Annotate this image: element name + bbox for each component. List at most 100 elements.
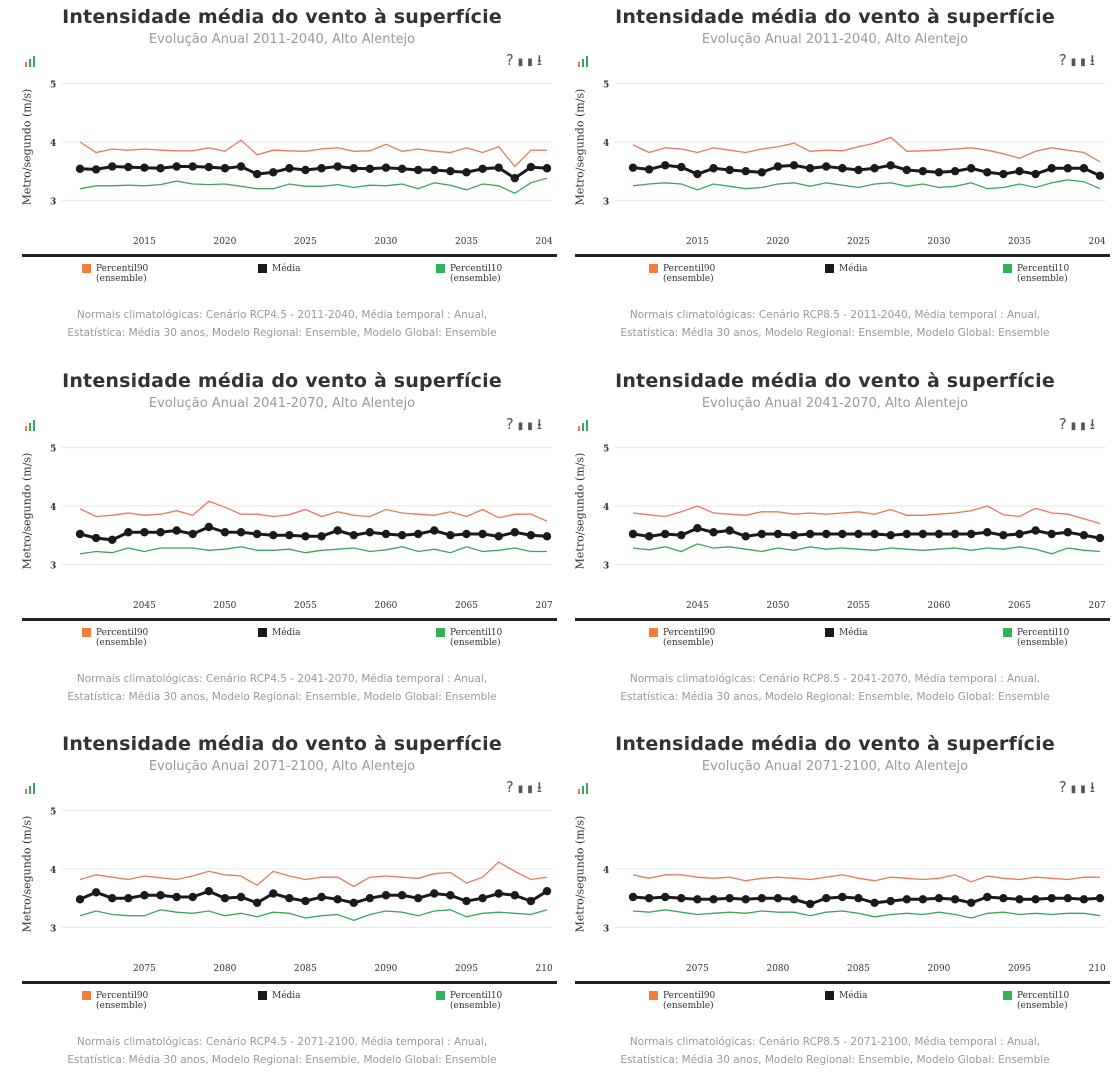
series-line-p90 <box>632 136 1101 163</box>
x-tick-label: 2085 <box>294 964 317 974</box>
chart-footer: Normais climatológicas: Cenário RCP8.5 -… <box>620 1036 1050 1066</box>
data-point-mean <box>204 522 214 532</box>
chart-toolbar: ?▮▮⭳ <box>506 50 546 75</box>
x-tick-label: 2020 <box>213 237 236 247</box>
data-point-mean <box>757 529 767 539</box>
legend-mean-swatch <box>258 264 267 273</box>
help-icon[interactable]: ? <box>505 51 518 69</box>
legend-p90[interactable]: Percentil90 (ensemble) <box>82 991 148 1011</box>
data-point-mean <box>365 893 375 903</box>
data-point-mean <box>285 530 294 540</box>
legend-p10-swatch <box>1003 991 1012 1000</box>
data-point-mean <box>725 893 734 903</box>
data-point-mean <box>789 530 799 540</box>
download-icon[interactable]: ⭳ <box>536 51 546 69</box>
help-icon[interactable]: ? <box>505 778 518 796</box>
download-icon[interactable]: ⭳ <box>536 778 546 796</box>
legend-p90[interactable]: Percentil90 (ensemble) <box>649 264 715 284</box>
data-point-mean <box>966 898 976 908</box>
data-point-mean <box>381 891 391 900</box>
data-point-mean <box>365 528 375 537</box>
data-point-mean <box>172 162 181 171</box>
legend-mean-swatch <box>258 991 267 1000</box>
legend-mean[interactable]: Média <box>258 991 301 1001</box>
help-icon[interactable]: ? <box>1058 778 1071 796</box>
data-point-mean <box>494 532 503 541</box>
data-point-mean <box>1079 530 1089 540</box>
x-tick-label: 2035 <box>455 237 478 247</box>
legend-p10[interactable]: Percentil10 (ensemble) <box>1003 991 1069 1011</box>
legend-mean[interactable]: Média <box>258 264 301 274</box>
data-point-mean <box>870 164 879 173</box>
legend-mean[interactable]: Média <box>825 264 868 274</box>
data-point-mean <box>188 529 197 539</box>
legend-mean[interactable]: Média <box>258 628 301 638</box>
x-tick-label: 2030 <box>928 237 951 247</box>
legend-p10[interactable]: Percentil10 (ensemble) <box>1003 264 1069 284</box>
x-tick-label: 2065 <box>455 601 478 611</box>
legend-p10[interactable]: Percentil10 (ensemble) <box>1003 628 1069 648</box>
data-point-mean <box>950 529 960 539</box>
data-point-mean <box>140 163 149 172</box>
download-icon[interactable]: ⭳ <box>536 415 546 433</box>
chart-footer: Normais climatológicas: Cenário RCP4.5 -… <box>67 673 497 703</box>
legend-p10[interactable]: Percentil10 (ensemble) <box>436 628 502 648</box>
chart-toolbar: ?▮▮⭳ <box>506 777 546 802</box>
legend-mean[interactable]: Média <box>825 991 868 1001</box>
data-point-mean <box>709 164 718 173</box>
y-tick-label: 3 <box>50 197 56 207</box>
data-point-mean <box>75 164 85 174</box>
chart-panel-2: Intensidade média do vento à superfície … <box>565 2 1110 360</box>
chart-footer: Normais climatológicas: Cenário RCP4.5 -… <box>67 309 497 339</box>
chart-panel-1: Intensidade média do vento à superfície … <box>12 2 557 360</box>
download-icon[interactable]: ⭳ <box>1089 51 1099 69</box>
axis-baseline <box>22 618 557 621</box>
data-point-mean <box>220 164 230 173</box>
logo-icon <box>25 56 35 67</box>
help-icon[interactable]: ? <box>1058 415 1071 433</box>
x-tick-label: 2050 <box>766 601 789 611</box>
legend-p10[interactable]: Percentil10 (ensemble) <box>436 991 502 1011</box>
data-point-mean <box>950 166 960 176</box>
data-point-mean <box>902 895 911 904</box>
chart-type-icon[interactable]: ▮▮ <box>1070 784 1090 795</box>
chart-type-icon[interactable]: ▮▮ <box>517 421 537 432</box>
chart-type-icon[interactable]: ▮▮ <box>1070 57 1090 68</box>
data-point-mean <box>91 533 101 543</box>
download-icon[interactable]: ⭳ <box>1089 415 1099 433</box>
data-point-mean <box>91 165 101 174</box>
chart-type-icon[interactable]: ▮▮ <box>517 57 537 68</box>
help-icon[interactable]: ? <box>505 415 518 433</box>
legend-p10[interactable]: Percentil10 (ensemble) <box>436 264 502 284</box>
data-point-mean <box>75 895 85 904</box>
x-tick-label: 2030 <box>375 237 398 247</box>
y-axis-label: Metro/segundo (m/s) <box>573 815 587 933</box>
data-point-mean <box>236 162 246 171</box>
plot-area: 3 4 2075 2080 2085 2090 2095 2100 <box>603 866 1105 974</box>
legend-p90[interactable]: Percentil90 (ensemble) <box>82 628 148 648</box>
legend-p10-swatch <box>1003 628 1012 637</box>
chart-panel-6: Intensidade média do vento à superfície … <box>565 729 1110 1087</box>
data-point-mean <box>220 528 230 537</box>
legend-p90[interactable]: Percentil90 (ensemble) <box>649 628 715 648</box>
series-line-mean <box>632 526 1101 540</box>
data-point-mean <box>999 530 1008 540</box>
y-tick-label: 4 <box>50 503 56 513</box>
legend-p90[interactable]: Percentil90 (ensemble) <box>82 264 148 284</box>
download-icon[interactable]: ⭳ <box>1089 778 1099 796</box>
legend-p90[interactable]: Percentil90 (ensemble) <box>649 991 715 1011</box>
chart-type-icon[interactable]: ▮▮ <box>517 784 537 795</box>
plot-area: 3 4 5 2045 2050 2055 2060 2065 2070 <box>603 445 1105 611</box>
data-point-mean <box>773 893 783 903</box>
y-tick-label: 5 <box>50 81 56 91</box>
legend-mean[interactable]: Média <box>825 628 868 638</box>
chart-type-icon[interactable]: ▮▮ <box>1070 421 1090 432</box>
data-point-mean <box>838 529 847 539</box>
data-point-mean <box>301 896 310 906</box>
data-point-mean <box>172 892 181 902</box>
data-point-mean <box>333 895 342 904</box>
data-point-mean <box>156 164 165 173</box>
axis-baseline <box>575 981 1110 984</box>
data-point-mean <box>966 164 976 173</box>
help-icon[interactable]: ? <box>1058 51 1071 69</box>
